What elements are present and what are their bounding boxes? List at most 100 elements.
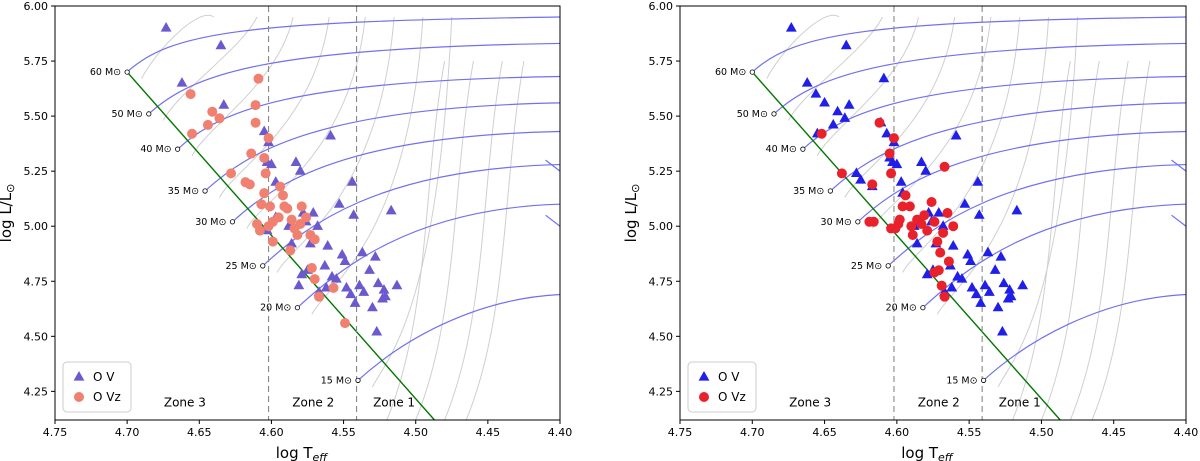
isochrone-line — [191, 16, 294, 156]
o-vz-point — [260, 168, 271, 179]
o-v-point — [339, 255, 351, 266]
o-vz-point — [906, 221, 917, 232]
o-v-point — [982, 246, 994, 257]
x-tick-label: 4.45 — [1101, 426, 1126, 439]
x-tick-label: 4.55 — [957, 426, 982, 439]
isochrone-line — [871, 16, 992, 229]
o-vz-point — [916, 219, 927, 230]
o-v-point — [372, 277, 384, 288]
mass-label: 15 M⊙ — [946, 375, 977, 386]
evolutionary-track — [148, 42, 560, 115]
o-v-point — [983, 286, 995, 296]
isochrone-line — [415, 60, 474, 420]
x-tick-label: 4.70 — [740, 426, 765, 439]
o-v-point — [947, 240, 959, 250]
mass-label: 40 M⊙ — [766, 144, 797, 155]
legend-label: O V — [718, 370, 740, 384]
o-vz-point — [864, 216, 875, 227]
mass-label: 25 M⊙ — [226, 261, 257, 272]
o-vz-point — [936, 280, 947, 291]
o-v-point — [881, 127, 893, 138]
o-v-point — [801, 77, 813, 87]
y-tick-label: 4.50 — [24, 330, 49, 343]
mass-marker — [749, 69, 755, 75]
y-axis-label: log L/L⊙ — [0, 184, 17, 243]
series-o-v — [785, 22, 1029, 336]
isochrone-line — [276, 16, 395, 273]
plot-area: 60 M⊙ 50 M⊙ 40 M⊙ 35 M⊙ 30 M⊙ 25 M⊙ 20 M⊙ 15 M⊙… — [90, 6, 560, 420]
mass-marker — [355, 377, 361, 383]
o-vz-point — [886, 223, 897, 234]
o-v-point — [294, 165, 306, 175]
x-tick-label: 4.55 — [331, 426, 356, 439]
evolutionary-track — [177, 75, 560, 150]
o-v-point — [377, 292, 388, 303]
axes-frame — [54, 5, 561, 421]
x-tick-label: 4.40 — [548, 426, 573, 439]
o-v-point — [895, 176, 907, 186]
legend-marker-o-vz — [74, 392, 84, 402]
o-v-point — [341, 281, 352, 292]
o-vz-point — [340, 318, 351, 329]
isochrone-line — [444, 60, 503, 420]
o-vz-point — [263, 133, 274, 144]
isochrone-line — [787, 16, 883, 121]
o-vz-point — [867, 179, 878, 190]
evolutionary-track — [296, 203, 560, 309]
o-v-point — [1011, 204, 1023, 215]
o-v-point — [354, 279, 365, 290]
o-vz-point — [253, 73, 264, 84]
o-v-point — [979, 279, 991, 290]
o-vz-point — [185, 89, 196, 100]
o-v-point — [336, 248, 348, 259]
x-tick-label: 4.75 — [668, 426, 693, 439]
o-vz-point — [874, 117, 885, 128]
evolutionary-tracks — [126, 16, 560, 381]
isochrone-line — [465, 60, 525, 420]
o-v-point — [946, 281, 958, 292]
y-tick-label: 4.75 — [649, 275, 674, 288]
o-vz-point — [301, 212, 312, 223]
mass-marker — [294, 305, 300, 311]
x-tick-label: 4.60 — [885, 426, 910, 439]
o-v-point — [920, 165, 932, 175]
o-vz-point — [897, 201, 908, 212]
o-vz-point — [328, 282, 339, 293]
y-axis-label: log L/L⊙ — [622, 184, 642, 243]
isochrone-line — [1040, 60, 1100, 420]
evolutionary-track — [983, 293, 1186, 381]
isochrone-line — [816, 16, 920, 156]
grey-curves — [766, 14, 1151, 420]
mass-label: 50 M⊙ — [112, 109, 143, 120]
zone-label: Zone 1 — [999, 395, 1041, 409]
zone-label: Zone 1 — [373, 395, 415, 409]
o-vz-point — [306, 263, 317, 274]
o-v-point — [839, 112, 851, 122]
mass-label: 35 M⊙ — [168, 186, 199, 197]
mass-label: 30 M⊙ — [821, 217, 852, 228]
o-vz-point — [919, 210, 930, 221]
o-v-point — [258, 125, 270, 136]
o-v-point — [962, 248, 974, 259]
o-vz-point — [202, 119, 213, 130]
isochrone-line — [141, 14, 215, 79]
zams-line — [126, 71, 435, 420]
o-v-point — [989, 264, 1001, 274]
legend-label: O Vz — [93, 390, 121, 404]
y-tick-label: 4.50 — [649, 330, 674, 343]
isochrone-line — [311, 16, 424, 315]
o-v-point — [819, 96, 830, 107]
series-o-vz — [816, 117, 959, 302]
legend-marker-o-v — [698, 371, 710, 381]
o-v-point — [322, 240, 334, 250]
o-v-point — [266, 158, 277, 169]
o-vz-point — [250, 117, 261, 128]
o-vz-point — [939, 291, 950, 302]
o-v-point — [378, 284, 390, 294]
o-v-point — [349, 297, 361, 307]
o-v-point — [827, 118, 839, 129]
x-axis-label: log Teff — [276, 444, 329, 461]
o-vz-point — [275, 181, 286, 192]
mass-label: 20 M⊙ — [260, 303, 291, 314]
